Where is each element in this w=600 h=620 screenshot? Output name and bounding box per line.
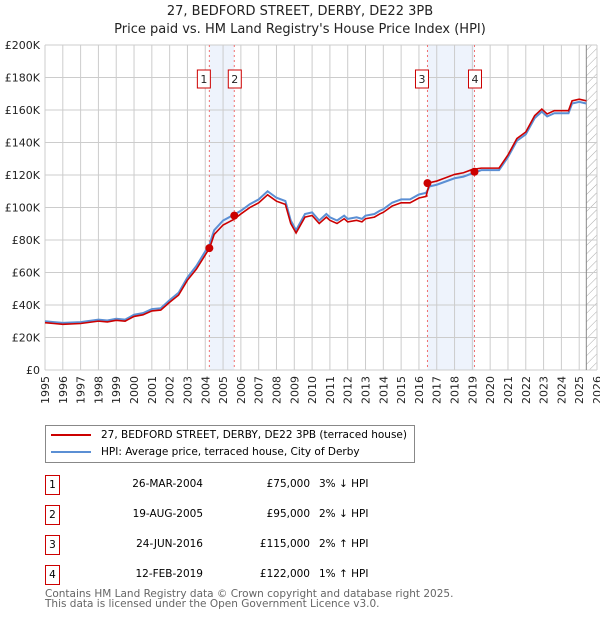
- x-tick-label: 2011: [324, 376, 337, 404]
- y-tick-label: £180K: [5, 72, 41, 85]
- y-tick-label: £0: [26, 364, 40, 377]
- sale-point: [423, 179, 432, 188]
- sale-hpi-diff: 1% ↑ HPI: [319, 568, 369, 580]
- sale-number: 2: [45, 505, 60, 525]
- sale-hpi-diff: 2% ↓ HPI: [319, 508, 369, 520]
- sale-price: £95,000: [266, 508, 310, 520]
- x-tick-label: 2007: [253, 376, 266, 404]
- y-tick-label: £60K: [12, 267, 41, 280]
- price-chart: 1995 1996 1997 1998 1999 2000 2001 2002 2003 2004…: [5, 39, 600, 404]
- sale-row: 3 24-JUN-2016 £115,000 2% ↑ HPI: [45, 535, 465, 555]
- footer-line1: Contains HM Land Registry data © Crown c…: [45, 588, 454, 600]
- sale-hpi-diff: 3% ↓ HPI: [319, 478, 369, 490]
- x-tick-label: 2018: [449, 376, 462, 404]
- chart-subtitle: Price paid vs. HM Land Registry's House …: [114, 22, 486, 37]
- legend-label-hpi: HPI: Average price, terraced house, City…: [101, 446, 360, 458]
- x-tick-label: 2006: [235, 376, 248, 404]
- x-tick-label: 2001: [146, 376, 159, 404]
- x-tick-label: 2004: [199, 376, 212, 404]
- sale-price: £122,000: [259, 568, 310, 580]
- y-tick-label: £120K: [5, 169, 41, 182]
- sale-price: £75,000: [266, 478, 310, 490]
- sale-number: 4: [45, 565, 60, 585]
- x-tick-label: 2005: [217, 376, 230, 404]
- sale-row: 4 12-FEB-2019 £122,000 1% ↑ HPI: [45, 565, 465, 585]
- x-tick-label: 1996: [57, 376, 70, 404]
- x-tick-label: 2019: [466, 376, 479, 404]
- x-tick-label: 2002: [164, 376, 177, 404]
- x-tick-label: 2009: [288, 376, 301, 404]
- sale-label-box: [467, 69, 482, 89]
- y-tick-label: £160K: [5, 104, 41, 117]
- footer: Contains HM Land Registry data © Crown c…: [45, 588, 454, 610]
- sale-label-number: 3: [418, 73, 425, 86]
- property-price-line: [44, 98, 587, 326]
- hpi-line: [44, 100, 587, 324]
- legend: 27, BEDFORD STREET, DERBY, DE22 3PB (ter…: [45, 425, 415, 463]
- sale-number: 1: [45, 475, 60, 495]
- x-tick-label: 2026: [591, 376, 600, 404]
- footer-line2: This data is licensed under the Open Gov…: [45, 598, 380, 610]
- x-tick-label: 2010: [306, 376, 319, 404]
- legend-red-line: [51, 434, 91, 436]
- x-tick-label: 2020: [484, 376, 497, 404]
- x-tick-label: 2000: [128, 376, 141, 404]
- y-tick-label: £40K: [12, 299, 41, 312]
- y-tick-label: £140K: [5, 137, 41, 150]
- x-tick-label: 2003: [181, 376, 194, 404]
- sale-point: [470, 167, 479, 176]
- x-tick-label: 1995: [39, 376, 52, 404]
- x-tick-label: 2024: [555, 376, 568, 404]
- sale-row: 1 26-MAR-2004 £75,000 3% ↓ HPI: [45, 475, 465, 495]
- x-tick-label: 2025: [573, 376, 586, 404]
- sale-label-number: 2: [231, 73, 238, 86]
- x-tick-label: 2017: [431, 376, 444, 404]
- sale-date: 19-AUG-2005: [132, 508, 203, 520]
- sale-point: [230, 211, 239, 220]
- y-tick-label: £200K: [5, 39, 41, 52]
- y-tick-label: £80K: [12, 234, 41, 247]
- x-tick-label: 1997: [75, 376, 88, 404]
- x-tick-label: 2014: [377, 376, 390, 404]
- sale-number: 3: [45, 535, 60, 555]
- x-tick-label: 2021: [502, 376, 515, 404]
- legend-label-property: 27, BEDFORD STREET, DERBY, DE22 3PB (ter…: [101, 429, 407, 441]
- x-tick-label: 1999: [110, 376, 123, 404]
- sale-date: 12-FEB-2019: [135, 568, 203, 580]
- sale-label-box: [414, 69, 429, 89]
- sale-price: £115,000: [259, 538, 310, 550]
- sale-date: 24-JUN-2016: [136, 538, 203, 550]
- x-tick-label: 2016: [413, 376, 426, 404]
- x-tick-label: 2023: [538, 376, 551, 404]
- sale-date: 26-MAR-2004: [132, 478, 203, 490]
- sale-label-box: [227, 69, 242, 89]
- sale-row: 2 19-AUG-2005 £95,000 2% ↓ HPI: [45, 505, 465, 525]
- legend-blue-line: [51, 451, 91, 453]
- x-tick-label: 2008: [270, 376, 283, 404]
- y-tick-label: £20K: [12, 332, 41, 345]
- chart-title: 27, BEDFORD STREET, DERBY, DE22 3PB: [166, 4, 434, 19]
- sale-label-number: 1: [200, 73, 207, 86]
- x-tick-label: 2013: [360, 376, 373, 404]
- y-tick-label: £100K: [5, 202, 41, 215]
- x-tick-label: 2012: [342, 376, 355, 404]
- x-tick-label: 1998: [92, 376, 105, 404]
- x-tick-label: 2022: [520, 376, 533, 404]
- x-tick-label: 2015: [395, 376, 408, 404]
- sale-label-number: 4: [471, 73, 478, 86]
- sale-point: [205, 244, 214, 253]
- sale-hpi-diff: 2% ↑ HPI: [319, 538, 369, 550]
- sale-label-box: [196, 69, 211, 89]
